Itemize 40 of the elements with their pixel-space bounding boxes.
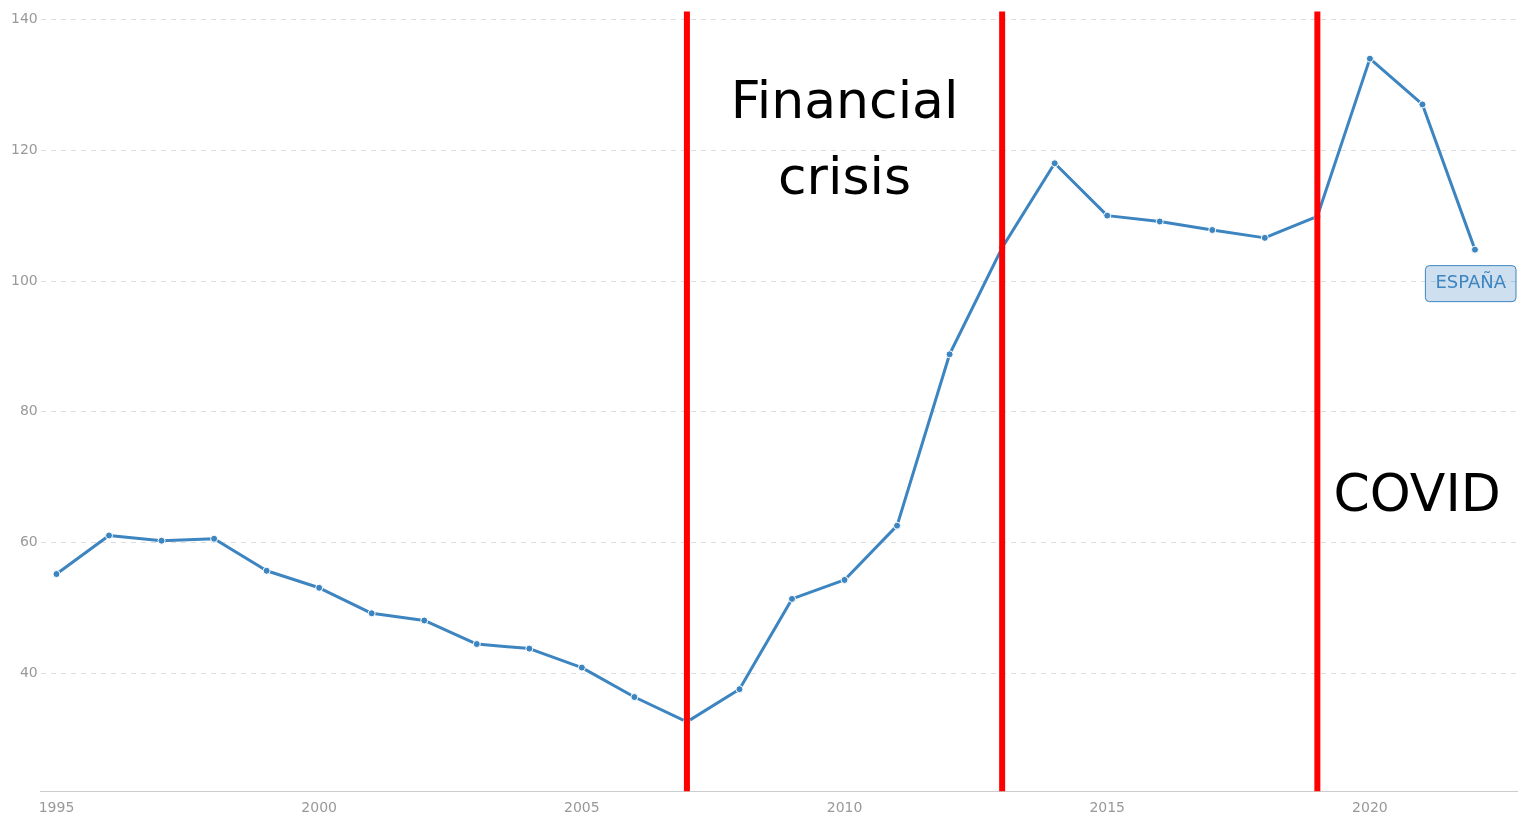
point [1208,226,1217,235]
point [52,570,61,579]
series-label: ESPAÑA [1435,271,1507,293]
point [315,583,324,592]
y-tick-label: 60 [19,533,38,550]
point [1103,211,1112,220]
y-tick-label: 80 [19,402,38,419]
point [577,663,586,672]
x-tick-label: 2020 [1352,799,1388,816]
point [1470,245,1479,254]
point [210,534,219,543]
point [1260,233,1269,242]
x-tick-label: 2005 [564,799,600,816]
point [1050,159,1059,168]
point [157,536,166,545]
annotation: COVID [1333,463,1501,524]
point [945,350,954,359]
x-tick-label: 1995 [38,799,75,816]
point [105,531,114,540]
point [630,693,639,702]
point [262,566,271,575]
annotation: Financial crisis [730,69,959,206]
point [893,521,902,530]
y-tick-label: 100 [10,271,38,288]
x-tick-label: 2015 [1089,799,1126,816]
point [735,685,744,694]
point [525,644,534,653]
point [788,594,796,603]
point [1155,217,1164,226]
y-tick-label: 40 [19,664,38,681]
y-tick-label: 140 [10,10,38,27]
point [840,575,849,584]
point [367,609,376,618]
point [1365,54,1374,63]
point [1418,100,1427,109]
point [420,616,429,625]
x-tick-label: 2010 [826,799,863,816]
x-tick-label: 2000 [301,799,337,816]
point [472,640,481,649]
y-tick-label: 120 [10,140,38,157]
